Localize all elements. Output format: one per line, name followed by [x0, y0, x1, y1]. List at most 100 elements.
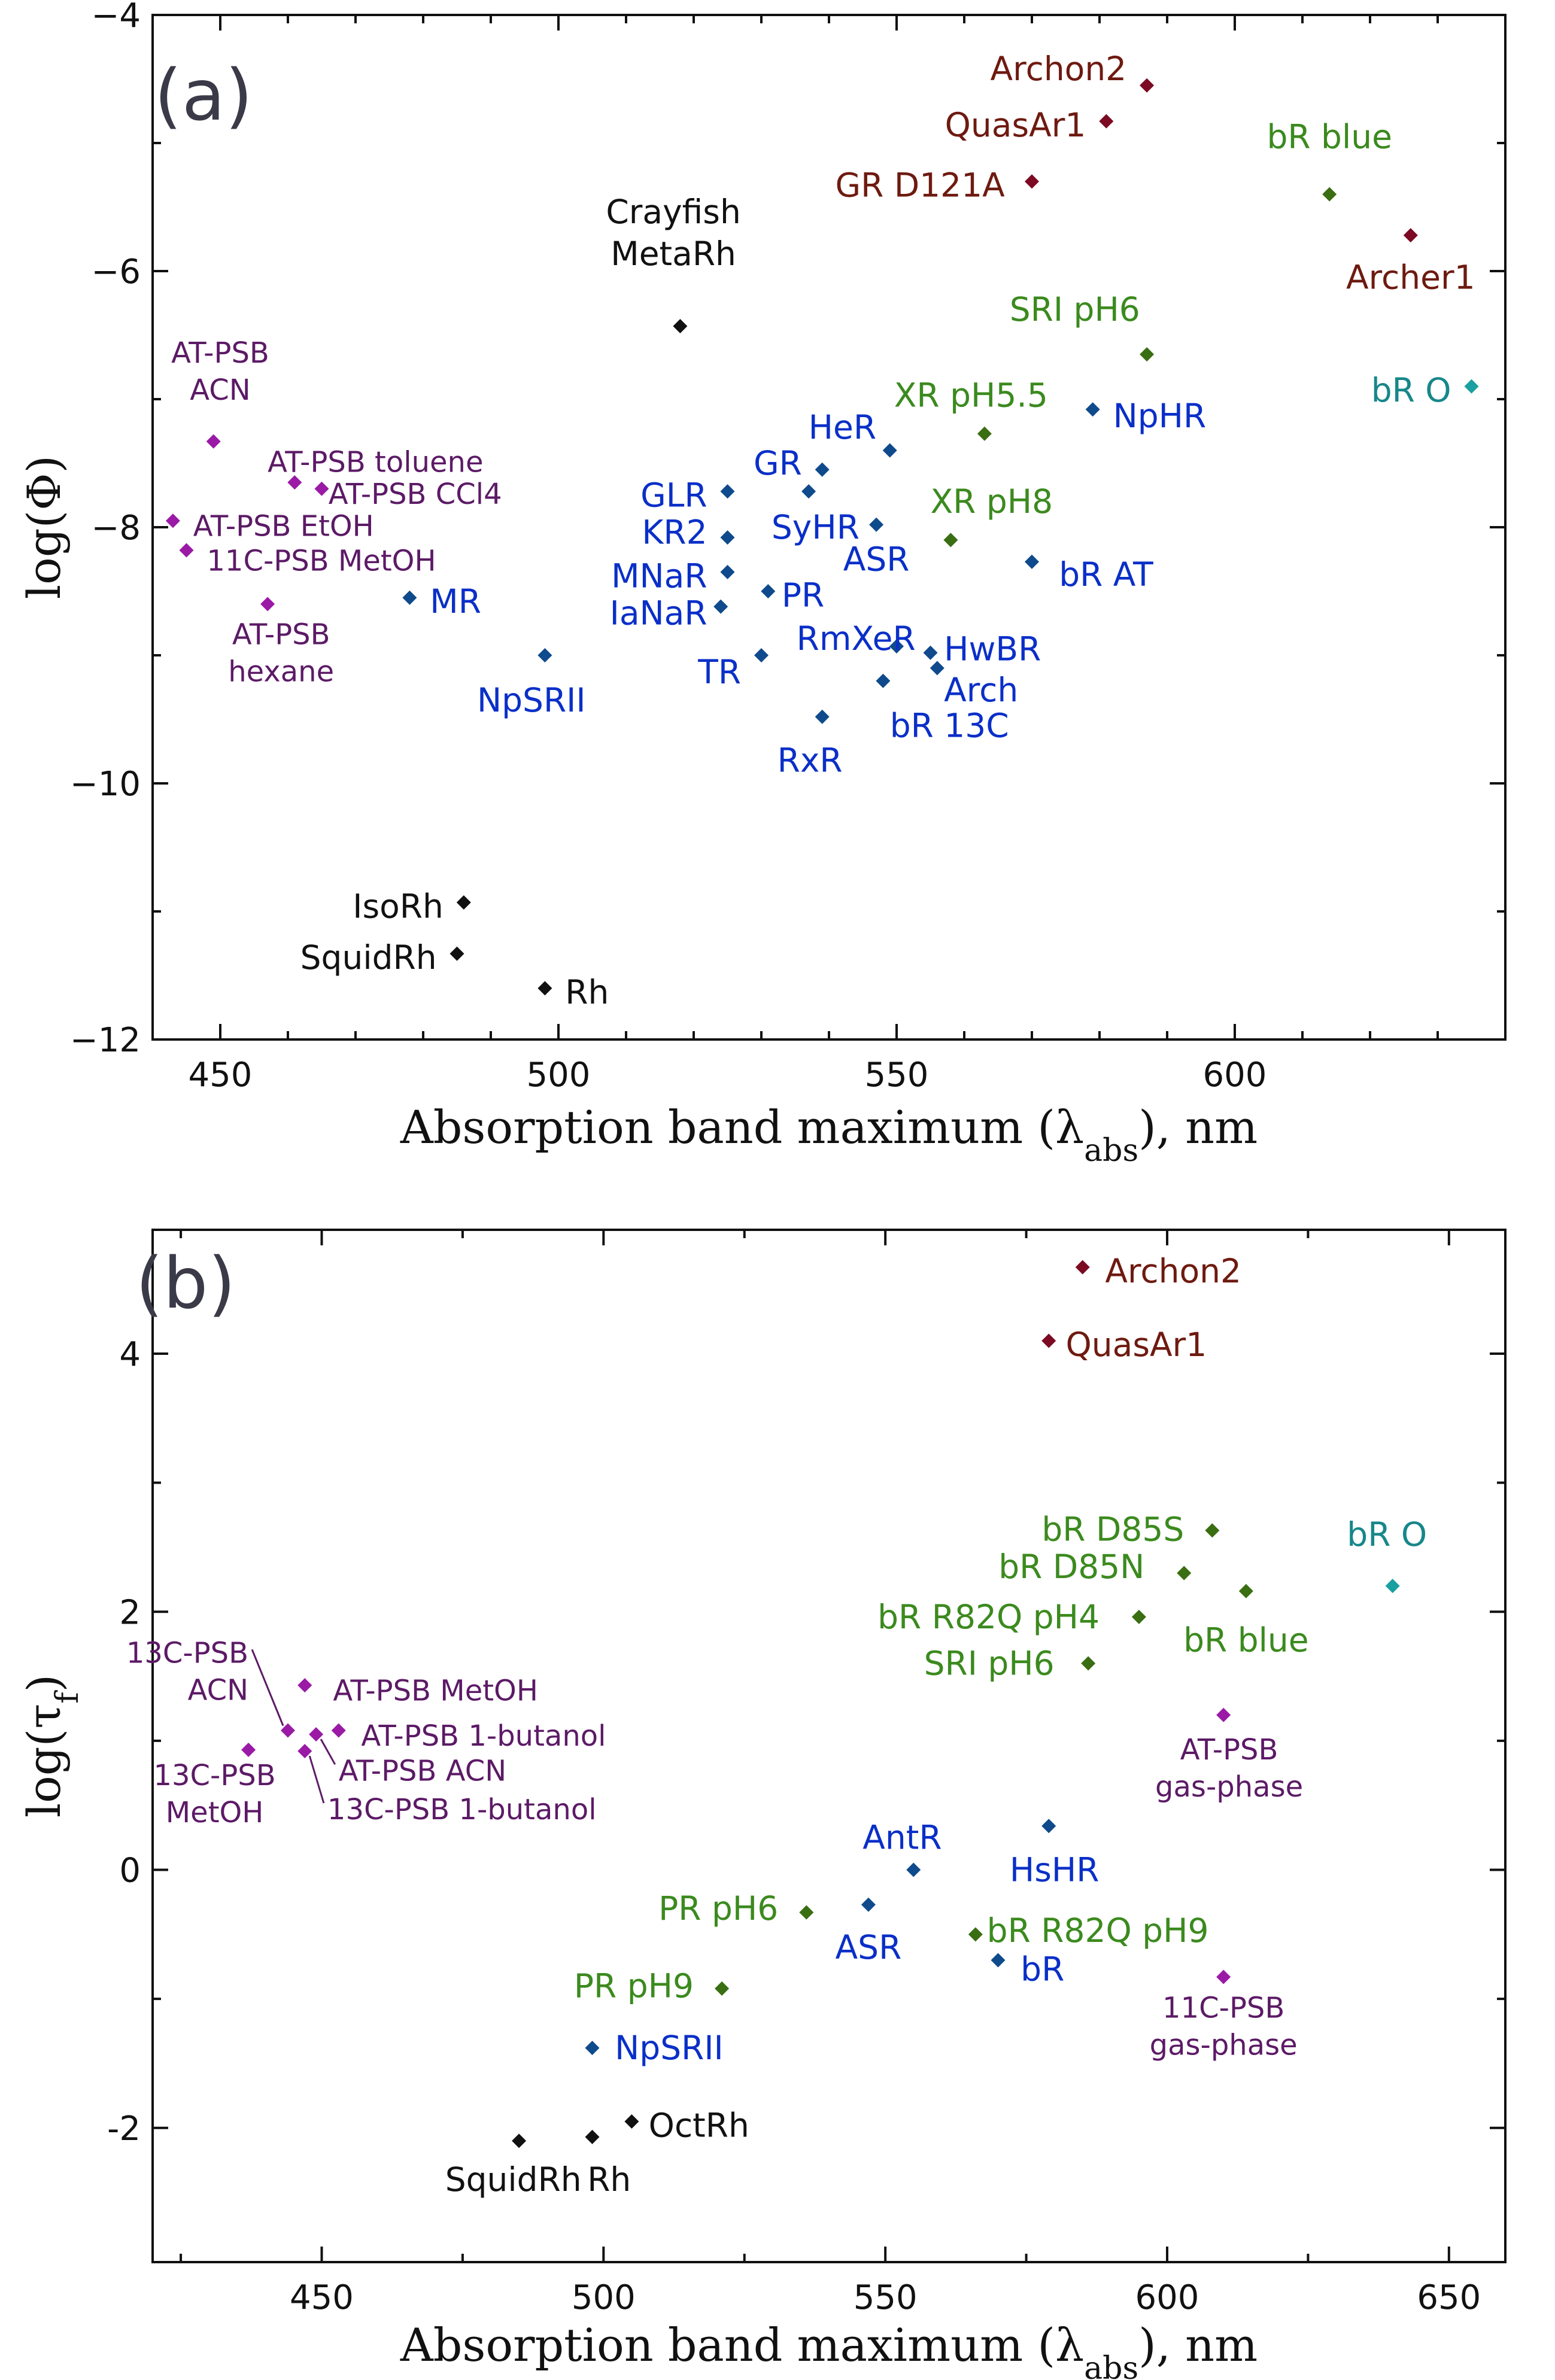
point-marker	[297, 1744, 312, 1759]
point-label: bR O	[1347, 1515, 1427, 1554]
point-label: bR blue	[1183, 1621, 1309, 1659]
data-point-isorh: IsoRh	[353, 887, 471, 925]
point-marker	[1403, 228, 1418, 243]
point-marker	[179, 543, 194, 558]
point-marker	[314, 481, 329, 496]
x-tick-label: 600	[1135, 2278, 1199, 2317]
data-point-mr: MR	[402, 582, 481, 621]
y-axis-title: log(Φ)	[17, 455, 71, 599]
panel-letter: (a)	[154, 54, 253, 136]
y-tick-label: −10	[70, 765, 141, 804]
point-label: bR O	[1371, 371, 1451, 409]
x-axis-title: Absorption band maximum (λabs), nm	[400, 1101, 1258, 1169]
point-label: Arch	[944, 671, 1018, 709]
point-label: GR	[754, 444, 802, 482]
point-label: GR D121A	[836, 166, 1006, 205]
point-label: AT-PSB EtOH	[193, 510, 374, 543]
data-point-quasar1: QuasAr1	[945, 106, 1114, 144]
point-marker	[1322, 187, 1337, 202]
point-marker	[309, 1727, 324, 1742]
point-marker	[585, 2041, 600, 2056]
point-marker	[1140, 78, 1155, 93]
data-point-at-psb-1-butanol: AT-PSB 1-butanol	[331, 1719, 606, 1753]
point-label: NpHR	[1113, 397, 1207, 435]
data-point-at-psb-gas-phase: AT-PSB gas-phase	[1155, 1707, 1303, 1804]
y-tick-label: −4	[91, 0, 141, 35]
point-label: AT-PSB hexane	[228, 618, 334, 689]
point-marker	[1464, 379, 1479, 394]
point-label: PR pH6	[658, 1889, 778, 1928]
point-label: 13C-PSB 1-butanol	[327, 1793, 597, 1826]
point-label: bR D85S	[1041, 1510, 1184, 1548]
leader-line	[251, 1649, 284, 1727]
data-point-syhr: SyHR	[772, 484, 859, 546]
point-marker	[799, 1905, 814, 1920]
point-label: SquidRh	[445, 2160, 582, 2199]
point-marker	[968, 1927, 983, 1942]
point-marker	[882, 443, 897, 458]
point-marker	[815, 462, 830, 477]
point-label: AT-PSB MetOH	[333, 1674, 538, 1708]
point-marker	[673, 319, 688, 334]
point-label: ASR	[843, 540, 910, 579]
point-label: bR AT	[1059, 555, 1153, 594]
data-point-arch: Arch	[930, 661, 1018, 709]
x-tick-label: 450	[290, 2278, 354, 2317]
point-label: 13C-PSB ACN	[126, 1636, 248, 1707]
data-point-br-d85s: bR D85S	[1041, 1510, 1220, 1548]
data-point-rxr: RxR	[778, 709, 843, 779]
point-label: 11C-PSB MetOH	[206, 545, 436, 578]
point-marker	[241, 1742, 256, 1757]
point-label: HsHR	[1010, 1851, 1100, 1889]
point-label: bR	[1021, 1950, 1064, 1989]
point-label: NpSRII	[615, 2029, 724, 2067]
data-point-quasar1: QuasAr1	[1041, 1326, 1207, 1364]
x-tick-label: 650	[1417, 2278, 1481, 2317]
y-tick-label: 2	[119, 1593, 141, 1632]
data-point-at-psb-toluene: AT-PSB toluene	[268, 446, 483, 490]
x-tick-label: 550	[854, 2278, 918, 2317]
data-point-npsrii: NpSRII	[477, 648, 586, 719]
y-tick-label: 4	[119, 1335, 141, 1374]
data-point-hwbr: HwBR	[923, 630, 1041, 668]
point-marker	[450, 946, 464, 961]
point-marker	[761, 584, 776, 598]
point-label: HwBR	[944, 630, 1041, 668]
data-point-pr-ph6: PR pH6	[658, 1889, 814, 1928]
point-marker	[943, 533, 958, 548]
y-tick-label: −8	[91, 509, 141, 548]
data-point-sri-ph6: SRI pH6	[1010, 290, 1155, 362]
data-point-glr: GLR	[640, 476, 735, 515]
point-label: AT-PSB ACN	[339, 1754, 506, 1788]
data-point-at-psb-acn: AT-PSB ACN	[171, 336, 269, 449]
x-axis-title: Absorption band maximum (λabs), nm	[400, 2318, 1258, 2380]
point-marker	[1385, 1579, 1400, 1594]
point-marker	[1216, 1969, 1231, 1984]
x-tick-label: 600	[1203, 1056, 1267, 1095]
data-point-rh: Rh	[585, 2129, 631, 2199]
point-label: ASR	[836, 1928, 902, 1966]
point-label: KR2	[642, 513, 707, 552]
point-marker	[1140, 347, 1155, 362]
point-marker	[1177, 1566, 1192, 1580]
point-label: AT-PSB 1-butanol	[361, 1719, 606, 1753]
point-marker	[281, 1723, 295, 1738]
x-tick-label: 550	[865, 1056, 929, 1095]
point-label: Archon2	[991, 50, 1127, 88]
data-point-hshr: HsHR	[1010, 1819, 1100, 1889]
point-label: Rh	[587, 2160, 631, 2199]
point-marker	[585, 2129, 600, 2144]
point-label: AT-PSB toluene	[268, 446, 483, 479]
point-marker	[1085, 402, 1100, 417]
point-label: OctRh	[649, 2106, 749, 2144]
data-point-br-o: bR O	[1371, 371, 1479, 409]
point-label: SquidRh	[300, 938, 437, 977]
point-label: SRI pH6	[1010, 290, 1140, 329]
point-marker	[537, 648, 552, 662]
point-label: XR pH5.5	[894, 376, 1048, 415]
point-marker	[402, 590, 417, 605]
point-label: TR	[697, 653, 741, 691]
point-marker	[537, 981, 552, 996]
leader-line	[320, 1738, 336, 1765]
